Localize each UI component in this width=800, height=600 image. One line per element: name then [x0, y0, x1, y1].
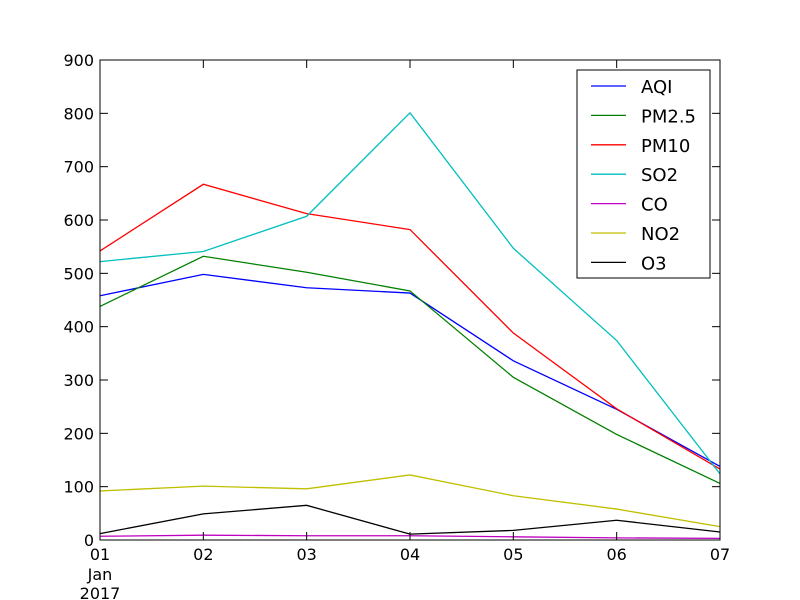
legend-label: SO2 — [641, 165, 678, 186]
x-axis-sublabel-year: 2017 — [80, 584, 121, 600]
y-tick-label: 900 — [63, 51, 94, 70]
y-tick-label: 500 — [63, 264, 94, 283]
x-tick-label: 05 — [503, 545, 523, 564]
x-tick-label: 03 — [296, 545, 316, 564]
x-axis-sublabel-month: Jan — [87, 565, 113, 584]
series-line-aqi — [99, 273, 721, 467]
x-tick-label: 04 — [400, 545, 420, 564]
legend: AQI PM2.5 PM10 SO2 CO NO2 O3 — [576, 69, 711, 279]
y-tick-label: 0 — [84, 531, 94, 550]
series-line-so2 — [99, 111, 721, 475]
legend-label: CO — [641, 195, 668, 216]
y-axis-tick-labels: 0 100 200 300 400 500 600 700 800 900 — [63, 51, 94, 550]
y-tick-label: 800 — [63, 104, 94, 123]
series-line-o3 — [99, 504, 721, 535]
y-tick-label: 200 — [63, 424, 94, 443]
x-tick-label: 01 — [90, 545, 110, 564]
x-tick-label: 07 — [710, 545, 730, 564]
series-line-no2 — [99, 474, 721, 528]
y-tick-label: 300 — [63, 371, 94, 390]
legend-label: NO2 — [641, 224, 680, 245]
x-tick-label: 02 — [193, 545, 213, 564]
y-tick-label: 100 — [63, 478, 94, 497]
x-axis-tick-labels: 01 02 03 04 05 06 07 — [90, 545, 730, 564]
legend-label: PM10 — [641, 136, 690, 157]
series-line-pm2-5 — [99, 255, 721, 485]
legend-label: O3 — [641, 253, 667, 274]
axis-ticks — [99, 59, 721, 541]
legend-label: PM2.5 — [641, 106, 696, 127]
series-line-pm10 — [99, 183, 721, 470]
y-tick-label: 400 — [63, 318, 94, 337]
legend-label: AQI — [641, 77, 672, 98]
x-tick-label: 06 — [606, 545, 626, 564]
y-tick-label: 700 — [63, 158, 94, 177]
y-tick-label: 600 — [63, 211, 94, 230]
